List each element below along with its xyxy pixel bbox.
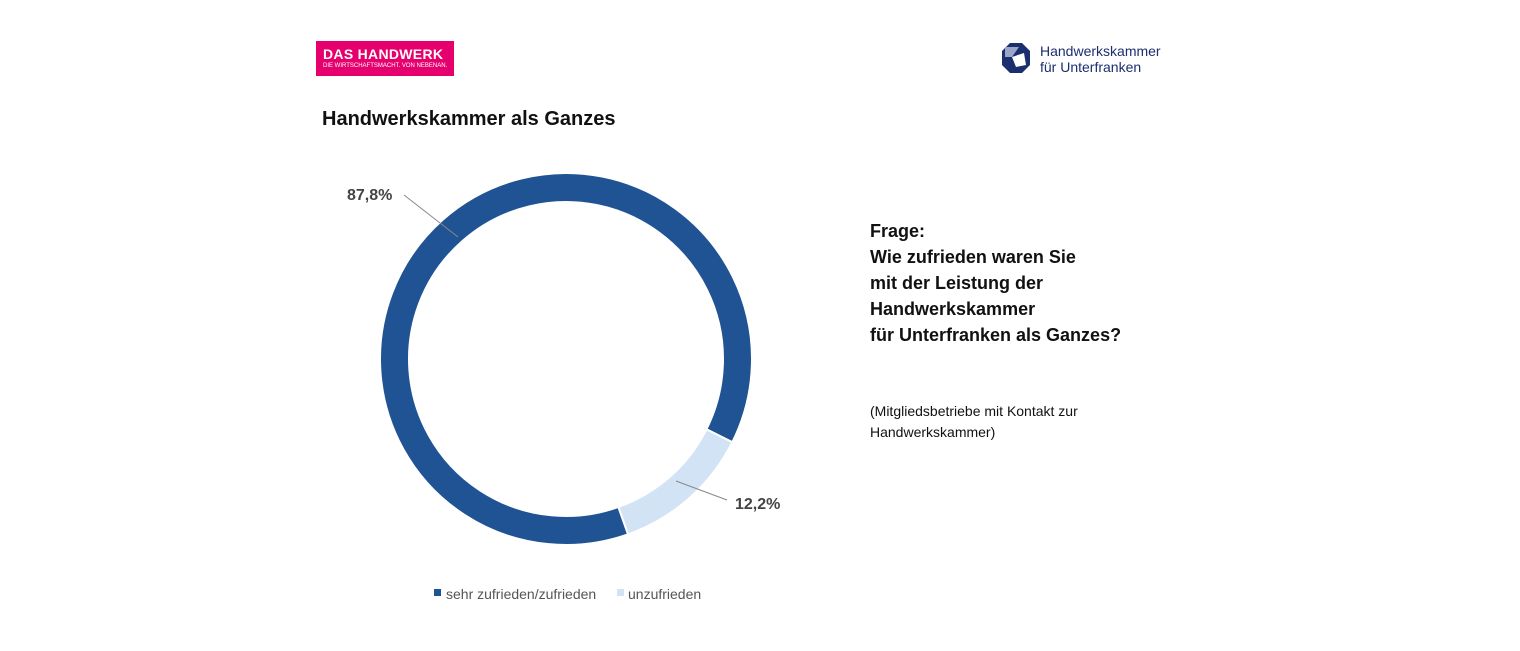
hwk-logo-icon [1002, 43, 1030, 73]
question-text: Frage: Wie zufrieden waren Sie mit der L… [870, 218, 1121, 348]
legend-swatch [434, 589, 441, 596]
leader-line [403, 194, 459, 238]
legend-label: sehr zufrieden/zufrieden [446, 586, 596, 602]
logo-text: DAS HANDWERK [323, 46, 444, 62]
data-label: 12,2% [735, 496, 780, 513]
question-note: (Mitgliedsbetriebe mit Kontakt zur Handw… [870, 403, 1078, 440]
donut-slice [617, 427, 734, 536]
das-handwerk-logo: DAS HANDWERK DIE WIRTSCHAFTSMACHT. VON N… [316, 41, 454, 76]
leader-line [675, 480, 728, 501]
question-line: Handwerkskammer [870, 299, 1036, 319]
hwk-unterfranken-logo: Handwerkskammer für Unterfranken [1002, 43, 1161, 78]
legend-swatch [617, 589, 624, 596]
donut-slice [379, 172, 753, 546]
legend-label: unzufrieden [628, 586, 701, 602]
question-line: für Unterfranken als Ganzes? [870, 325, 1122, 345]
logo-line1: Handwerkskammer [1040, 43, 1161, 59]
logo-tagline: DIE WIRTSCHAFTSMACHT. VON NEBENAN. [323, 63, 448, 69]
chart-title: Handwerkskammer als Ganzes [322, 108, 616, 130]
question-line: mit der Leistung der [870, 273, 1044, 293]
question-line: Frage: [870, 221, 926, 241]
question-line: Wie zufrieden waren Sie [870, 247, 1076, 267]
logo-line2: für Unterfranken [1040, 59, 1142, 75]
data-label: 87,8% [347, 187, 392, 204]
